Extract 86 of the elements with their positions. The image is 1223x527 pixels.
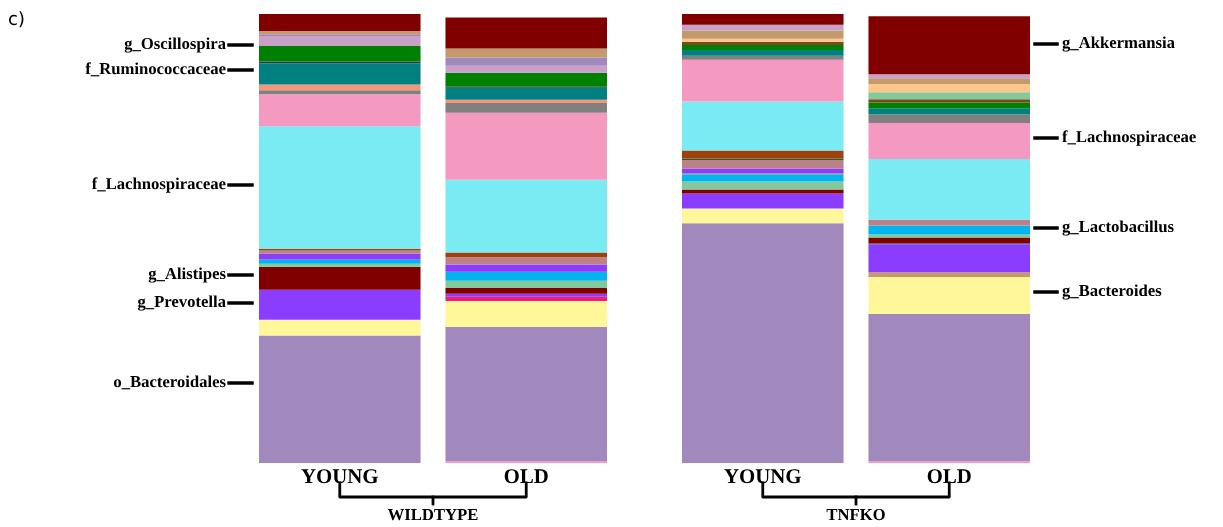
bar — [682, 55, 844, 60]
bar — [682, 101, 844, 151]
bar — [445, 87, 607, 100]
bar — [868, 114, 1030, 124]
bar — [445, 102, 607, 113]
bar — [682, 59, 844, 102]
bar — [445, 326, 607, 462]
bar — [682, 44, 844, 50]
bar — [682, 223, 844, 463]
text: o_Bacteroidales — [113, 375, 226, 390]
text: f_Lachnospiraceae — [91, 177, 226, 193]
bar — [259, 126, 421, 249]
bar — [868, 159, 1030, 220]
x-tick-label: YOUNG — [301, 469, 378, 484]
x-tick-label: OLD — [504, 469, 548, 484]
x-tick-label: YOUNG — [724, 469, 801, 484]
bar — [259, 259, 421, 264]
bar — [868, 313, 1030, 462]
bar — [682, 193, 844, 209]
bar — [682, 14, 844, 25]
bar — [868, 277, 1030, 314]
bar — [445, 280, 607, 288]
bar — [868, 99, 1030, 103]
bar — [682, 49, 844, 56]
bar — [445, 271, 607, 281]
bar — [445, 300, 607, 327]
bar — [445, 17, 607, 49]
bar — [868, 108, 1030, 115]
bar — [259, 45, 421, 62]
bar — [682, 160, 844, 169]
bar — [868, 16, 1030, 75]
bar — [868, 78, 1030, 85]
bar — [445, 48, 607, 58]
x-tick-label: OLD — [927, 469, 971, 484]
bar — [259, 266, 421, 290]
bar — [682, 174, 844, 182]
text: g_Lactobacillus — [1062, 220, 1174, 236]
bar — [259, 14, 421, 32]
text: f_Ruminococcaceae — [85, 62, 226, 77]
text: f_Lachnospiraceae — [1062, 130, 1196, 146]
bar — [445, 99, 607, 103]
bar — [259, 63, 421, 85]
bar — [682, 30, 844, 39]
bar — [445, 257, 607, 265]
bar — [259, 289, 421, 320]
bar — [868, 272, 1030, 278]
text: g_Oscillospira — [124, 37, 226, 53]
text: g_Akkermansia — [1062, 36, 1175, 52]
bar — [445, 296, 607, 301]
bar — [259, 36, 421, 46]
bar — [259, 263, 421, 267]
bar — [868, 102, 1030, 109]
bar — [259, 90, 421, 95]
bar — [445, 264, 607, 272]
bar — [868, 74, 1030, 79]
bar — [445, 293, 607, 297]
bar — [259, 94, 421, 127]
bar — [868, 84, 1030, 93]
text: g_Bacteroides — [1062, 284, 1162, 300]
bar — [445, 287, 607, 294]
bar — [868, 234, 1030, 238]
bar — [445, 112, 607, 180]
bar — [868, 225, 1030, 235]
bar — [259, 84, 421, 91]
bar — [868, 244, 1030, 273]
text: c) — [9, 11, 24, 28]
bar — [682, 208, 844, 224]
x-axis-title: TNFKO — [826, 508, 885, 521]
bar — [445, 72, 607, 87]
bar — [445, 179, 607, 253]
bar — [868, 123, 1030, 160]
bar — [682, 189, 844, 194]
text: g_Alistipes — [148, 267, 226, 283]
bar — [259, 253, 421, 260]
bar — [259, 319, 421, 336]
bar — [682, 168, 844, 174]
text: g_Prevotella — [137, 295, 226, 311]
bar — [445, 57, 607, 66]
bar — [682, 150, 844, 159]
bar — [682, 24, 844, 31]
bar — [682, 181, 844, 190]
x-axis-title: WILDTYPE — [387, 509, 478, 521]
bar — [445, 252, 607, 258]
bar — [445, 65, 607, 73]
bar — [868, 92, 1030, 100]
bar — [259, 335, 421, 463]
